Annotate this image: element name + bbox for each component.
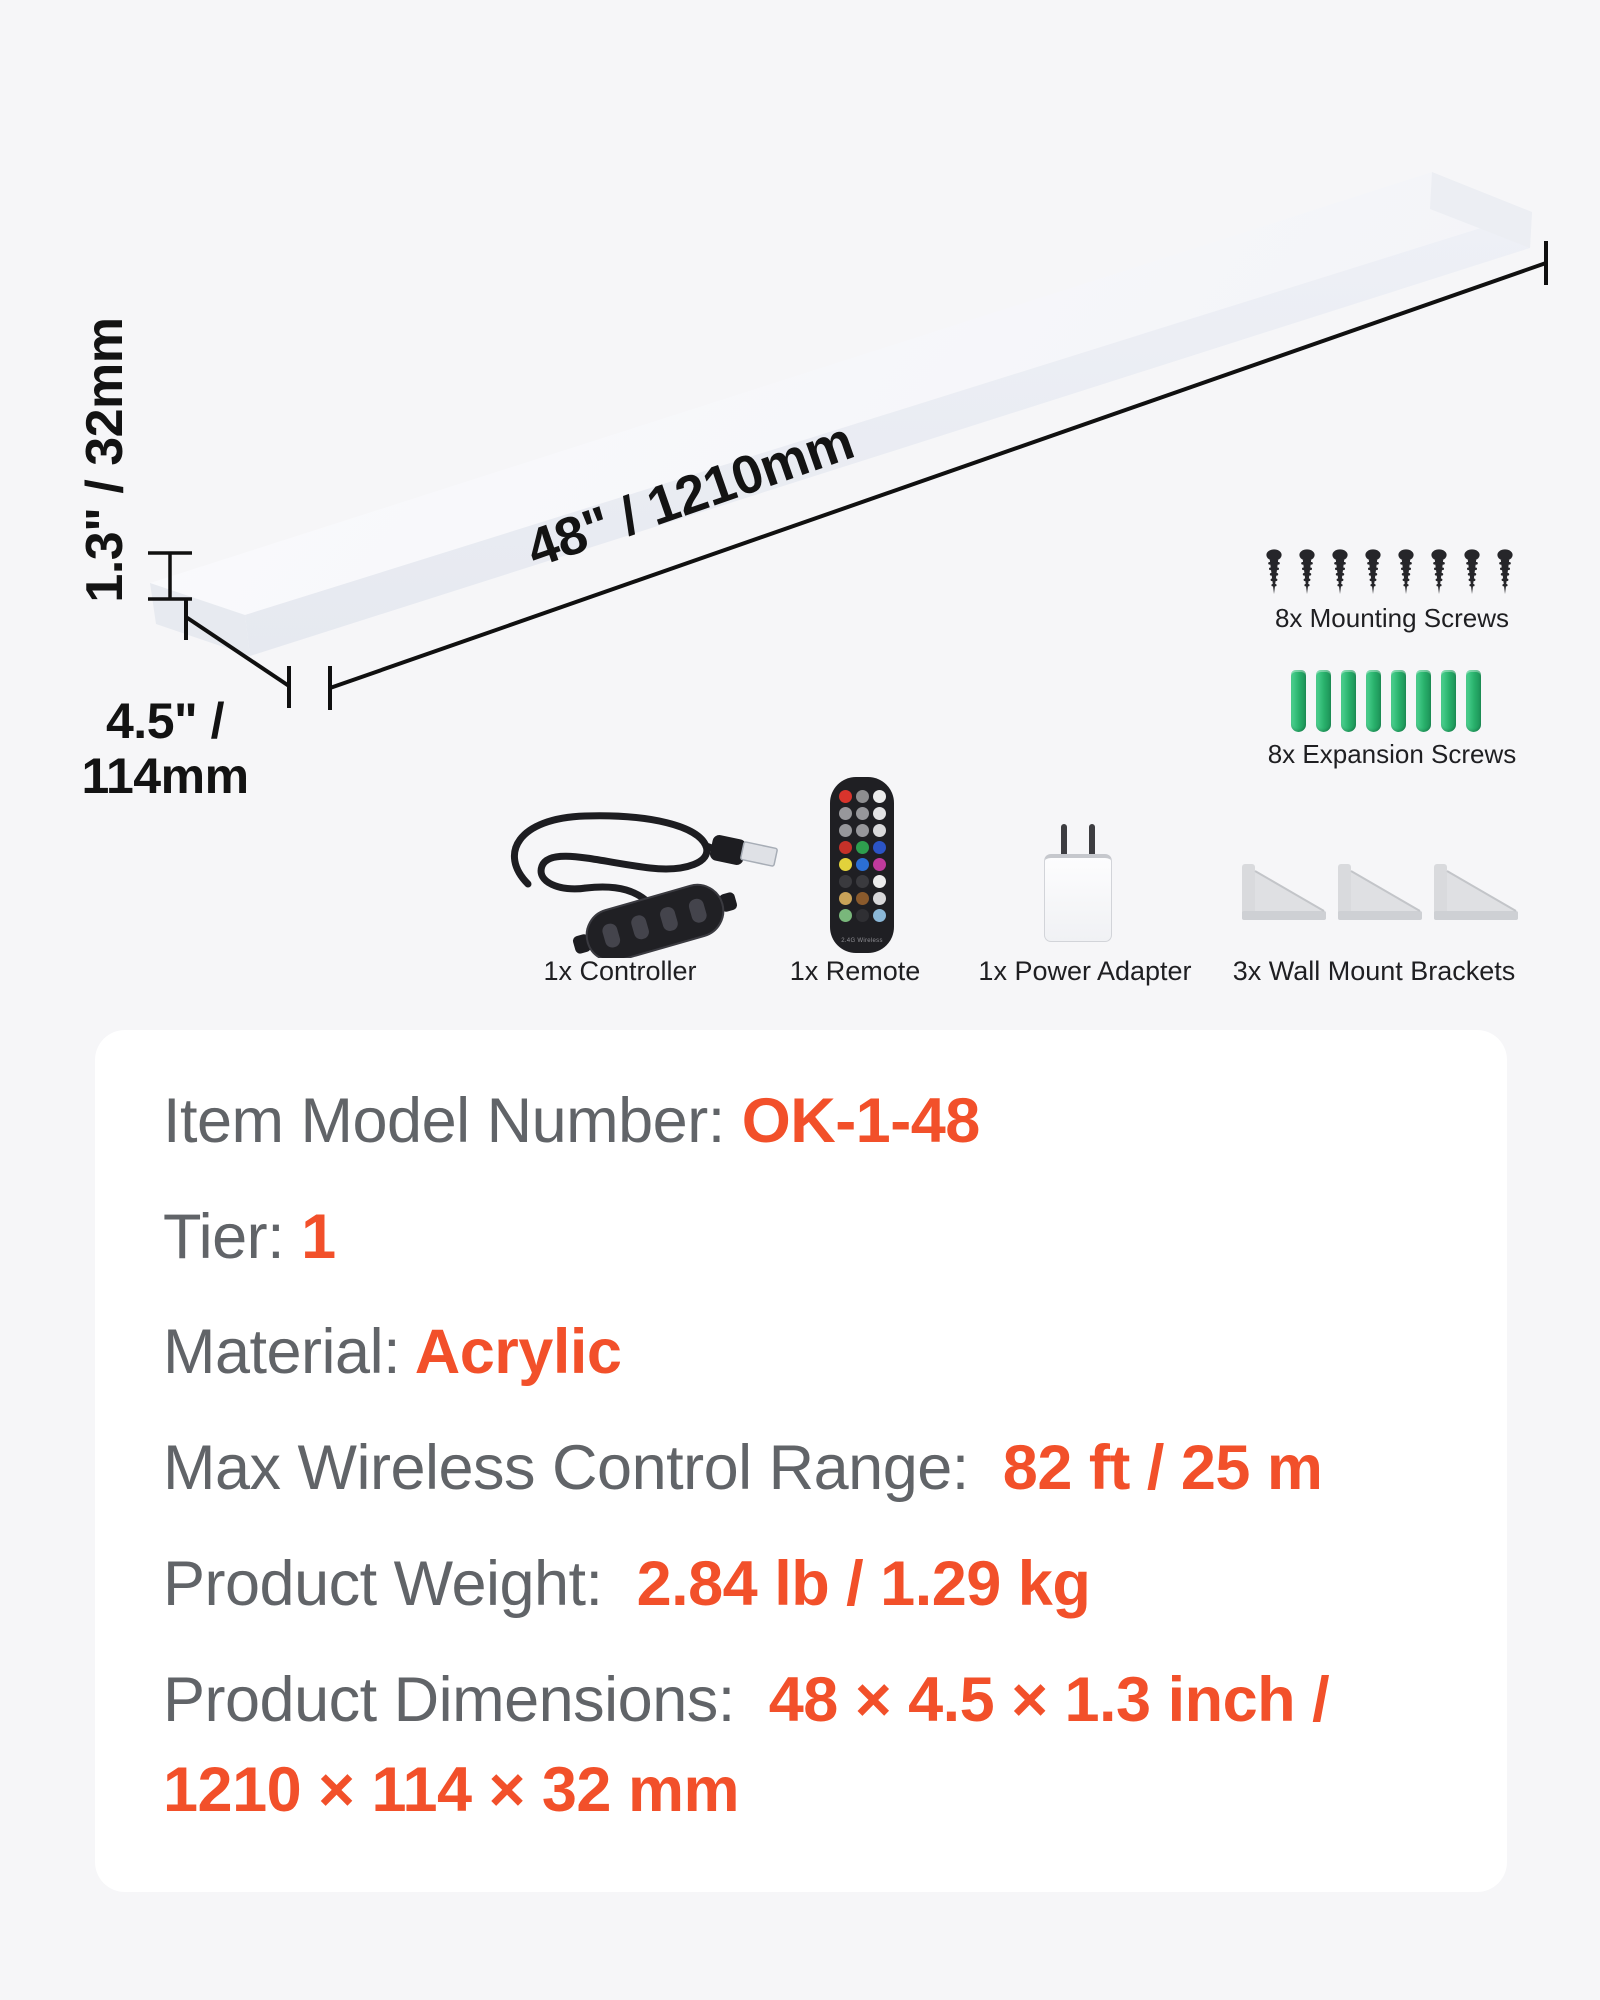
remote-button xyxy=(855,841,869,854)
expansion-screw-icon xyxy=(1341,670,1356,732)
shelf-left-end-face xyxy=(150,583,250,656)
thickness-dimension-label: 1.3" / 32mm xyxy=(76,317,134,603)
spec-row-weight: Product Weight: 2.84 lb / 1.29 kg xyxy=(163,1539,1439,1630)
spec-row-material: Material: Acrylic xyxy=(163,1307,1439,1398)
spec-card: Item Model Number: OK-1-48 Tier: 1 Mater… xyxy=(95,1030,1507,1892)
remote-button xyxy=(855,858,869,871)
spec-value: 1 xyxy=(284,1201,336,1272)
remote-button xyxy=(838,875,852,888)
expansion-screws-label: 8x Expansion Screws xyxy=(1267,739,1517,769)
remote-button xyxy=(838,841,852,854)
mounting-screw-icon xyxy=(1365,549,1381,594)
depth-dimension-line xyxy=(184,598,291,708)
spec-row-dimensions: Product Dimensions: 48 × 4.5 × 1.3 inch … xyxy=(163,1655,1439,1836)
remote-button xyxy=(872,790,886,803)
mounting-screws-label: 8x Mounting Screws xyxy=(1274,603,1510,633)
expansion-screw-icon xyxy=(1391,670,1406,732)
spec-label: Tier: xyxy=(163,1201,285,1272)
remote-brand-text: 2.4G Wireless xyxy=(841,938,883,944)
controller-icon xyxy=(510,812,778,958)
length-dimension-line xyxy=(328,241,1548,710)
remote-button xyxy=(872,875,886,888)
mounting-screw-icon xyxy=(1497,549,1513,594)
expansion-screw-icon xyxy=(1441,670,1456,732)
remote-button xyxy=(838,858,852,871)
power-adapter-label: 1x Power Adapter xyxy=(978,956,1192,986)
spec-label: Product Weight: xyxy=(163,1548,603,1619)
spec-value: OK-1-48 xyxy=(724,1086,981,1156)
remote-button xyxy=(838,909,852,922)
spec-value: 48 × 4.5 × 1.3 inch / 1210 × 114 × 32 mm xyxy=(163,1664,1330,1826)
remote-button xyxy=(838,807,852,820)
spec-label: Item Model Number: xyxy=(163,1086,725,1156)
spec-row-model: Item Model Number: OK-1-48 xyxy=(163,1076,1439,1167)
remote-label: 1x Remote xyxy=(789,956,921,986)
remote-button xyxy=(872,824,886,837)
wall-bracket-icon xyxy=(1338,864,1422,920)
shelf-front-face xyxy=(245,212,1532,656)
adapter-prong xyxy=(1061,824,1067,858)
expansion-screws-row xyxy=(1291,670,1481,732)
expansion-screw-icon xyxy=(1466,670,1481,732)
expansion-screw-icon xyxy=(1316,670,1331,732)
wall-bracket-icon xyxy=(1242,864,1326,920)
remote-button xyxy=(838,824,852,837)
brackets-row xyxy=(1240,862,1520,922)
mounting-screw-icon xyxy=(1332,549,1348,594)
remote-button xyxy=(838,790,852,803)
remote-button xyxy=(872,841,886,854)
depth-dimension-label: 4.5" / 114mm xyxy=(81,693,249,804)
remote-button xyxy=(872,892,886,905)
spec-label: Product Dimensions: xyxy=(163,1664,735,1735)
spec-value: 2.84 lb / 1.29 kg xyxy=(602,1548,1091,1619)
remote-button xyxy=(872,909,886,922)
mounting-screw-icon xyxy=(1299,549,1315,594)
mounting-screw-icon xyxy=(1398,549,1414,594)
remote-button xyxy=(838,892,852,905)
brackets-label: 3x Wall Mount Brackets xyxy=(1232,956,1516,986)
spec-label: Material: xyxy=(163,1317,401,1388)
remote-button xyxy=(855,875,869,888)
spec-row-tier: Tier: 1 xyxy=(163,1192,1439,1283)
mounting-screw-icon xyxy=(1266,549,1282,594)
spec-value: 82 ft / 25 m xyxy=(968,1433,1323,1504)
remote-button xyxy=(872,858,886,871)
remote-button xyxy=(855,909,869,922)
mounting-screws-row xyxy=(1266,549,1513,595)
adapter-prong xyxy=(1089,824,1095,858)
remote-button xyxy=(855,892,869,905)
remote-button xyxy=(855,824,869,837)
mounting-screw-icon xyxy=(1431,549,1447,594)
spec-value: Acrylic xyxy=(400,1317,622,1388)
remote-button xyxy=(855,790,869,803)
expansion-screw-icon xyxy=(1416,670,1431,732)
mounting-screw-icon xyxy=(1464,549,1480,594)
remote-button xyxy=(855,807,869,820)
spec-label: Max Wireless Control Range: xyxy=(163,1433,969,1504)
adapter-body xyxy=(1044,854,1112,942)
controller-label: 1x Controller xyxy=(543,956,697,986)
power-adapter-icon xyxy=(1044,824,1116,944)
spec-row-range: Max Wireless Control Range: 82 ft / 25 m xyxy=(163,1423,1439,1514)
shelf-right-end-face xyxy=(1430,172,1532,248)
remote-button xyxy=(872,807,886,820)
shelf-top-face xyxy=(150,172,1532,615)
remote-icon: 2.4G Wireless xyxy=(830,777,894,953)
expansion-screw-icon xyxy=(1366,670,1381,732)
expansion-screw-icon xyxy=(1291,670,1306,732)
wall-bracket-icon xyxy=(1434,864,1518,920)
shelf-illustration xyxy=(148,172,1548,710)
